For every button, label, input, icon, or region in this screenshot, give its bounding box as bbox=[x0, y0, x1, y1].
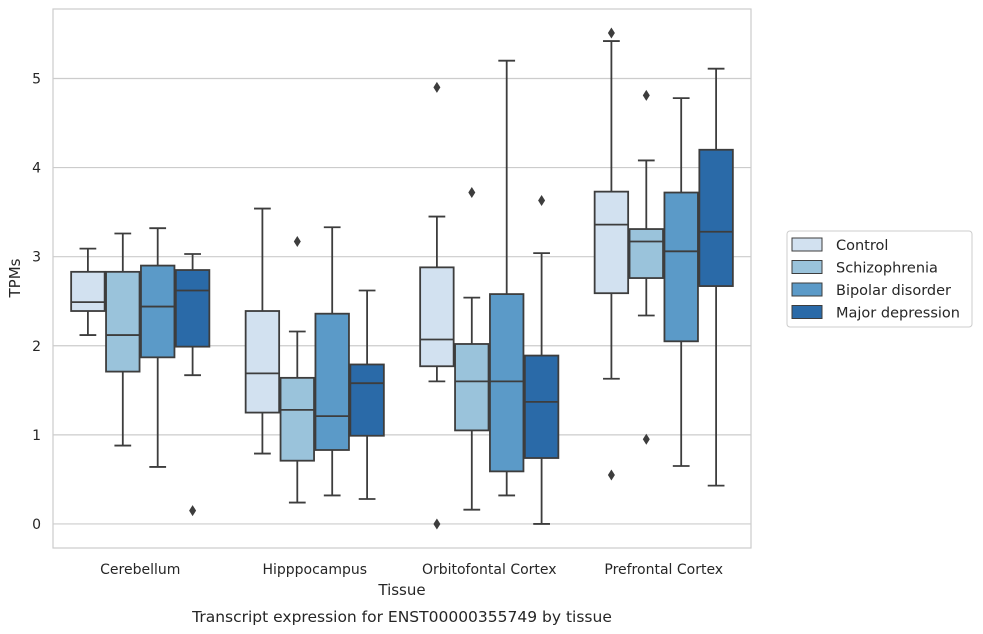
box-prefrontal-cortex-bipolar-disorder bbox=[663, 97, 699, 467]
y-tick-labels: 0 1 2 3 4 5 bbox=[32, 71, 41, 532]
box-hipppocampus-control bbox=[244, 207, 281, 455]
outlier-point bbox=[642, 89, 650, 101]
outlier-point bbox=[607, 27, 615, 39]
box-prefrontal-cortex-major-depression bbox=[698, 67, 734, 487]
box-orbitofontal-cortex-schizophrenia bbox=[454, 187, 490, 511]
box-groups bbox=[70, 27, 734, 530]
y-tick-label-4: 4 bbox=[32, 161, 41, 177]
outlier-point bbox=[607, 469, 615, 481]
box-iqr bbox=[349, 363, 385, 437]
box-prefrontal-cortex-schizophrenia bbox=[628, 89, 664, 445]
box-prefrontal-cortex-control bbox=[593, 27, 630, 481]
box-iqr bbox=[140, 264, 176, 359]
box-hipppocampus-bipolar-disorder bbox=[314, 226, 350, 497]
legend-label: Major depression bbox=[836, 306, 960, 322]
box-iqr bbox=[105, 270, 141, 373]
x-tick-label: Cerebellum bbox=[100, 562, 180, 578]
x-tick-labels: Cerebellum Hipppocampus Orbitofontal Corte… bbox=[100, 562, 723, 578]
box-orbitofontal-cortex-control bbox=[419, 81, 455, 530]
x-tick-label: Prefrontal Cortex bbox=[604, 562, 723, 578]
legend-label: Bipolar disorder bbox=[836, 283, 951, 299]
box-iqr bbox=[593, 190, 630, 295]
box-iqr bbox=[628, 228, 664, 279]
outlier-point bbox=[538, 195, 546, 207]
outlier-point bbox=[189, 505, 197, 517]
outlier-point bbox=[433, 518, 441, 530]
legend: Control Schizophrenia Bipolar disorder Majo… bbox=[786, 230, 973, 328]
outlier-point bbox=[642, 433, 650, 445]
legend-swatch bbox=[791, 282, 823, 297]
box-iqr bbox=[698, 148, 734, 287]
y-tick-label-5: 5 bbox=[32, 71, 41, 87]
box-iqr bbox=[174, 269, 211, 348]
box-iqr bbox=[489, 293, 525, 473]
box-iqr bbox=[279, 376, 315, 462]
legend-label: Control bbox=[836, 238, 888, 254]
outlier-point bbox=[468, 187, 476, 199]
box-cerebellum-major-depression bbox=[174, 253, 211, 517]
box-iqr bbox=[663, 191, 699, 343]
legend-frame bbox=[786, 230, 973, 328]
box-orbitofontal-cortex-major-depression bbox=[523, 195, 560, 525]
legend-swatch bbox=[791, 260, 823, 274]
box-iqr bbox=[314, 312, 350, 451]
box-iqr bbox=[454, 343, 490, 432]
box-cerebellum-schizophrenia bbox=[105, 232, 141, 447]
y-tick-label-1: 1 bbox=[32, 428, 41, 444]
chart-caption: Transcript expression for ENST0000035574… bbox=[191, 608, 612, 626]
y-axis-title: TPMs bbox=[6, 258, 24, 298]
legend-swatch bbox=[791, 305, 823, 319]
outlier-point bbox=[293, 236, 301, 248]
legend-label: Schizophrenia bbox=[836, 261, 938, 277]
plot-frame bbox=[52, 8, 752, 549]
y-tick-label-2: 2 bbox=[32, 339, 41, 355]
box-orbitofontal-cortex-bipolar-disorder bbox=[489, 59, 525, 497]
outlier-point bbox=[433, 81, 441, 93]
legend-swatch bbox=[791, 237, 823, 252]
box-iqr bbox=[244, 310, 281, 414]
box-iqr bbox=[419, 266, 455, 368]
y-tick-label-0: 0 bbox=[32, 517, 41, 533]
box-iqr bbox=[523, 354, 560, 459]
box-hipppocampus-major-depression bbox=[349, 289, 385, 500]
x-tick-label: Hipppocampus bbox=[262, 562, 367, 578]
x-tick-label: Orbitofontal Cortex bbox=[422, 562, 557, 578]
box-hipppocampus-schizophrenia bbox=[279, 236, 315, 504]
y-tick-label-3: 3 bbox=[32, 250, 41, 266]
box-cerebellum-bipolar-disorder bbox=[140, 227, 176, 468]
x-axis-title: Tissue bbox=[377, 581, 425, 599]
box-cerebellum-control bbox=[70, 247, 106, 336]
box-iqr bbox=[70, 270, 106, 312]
